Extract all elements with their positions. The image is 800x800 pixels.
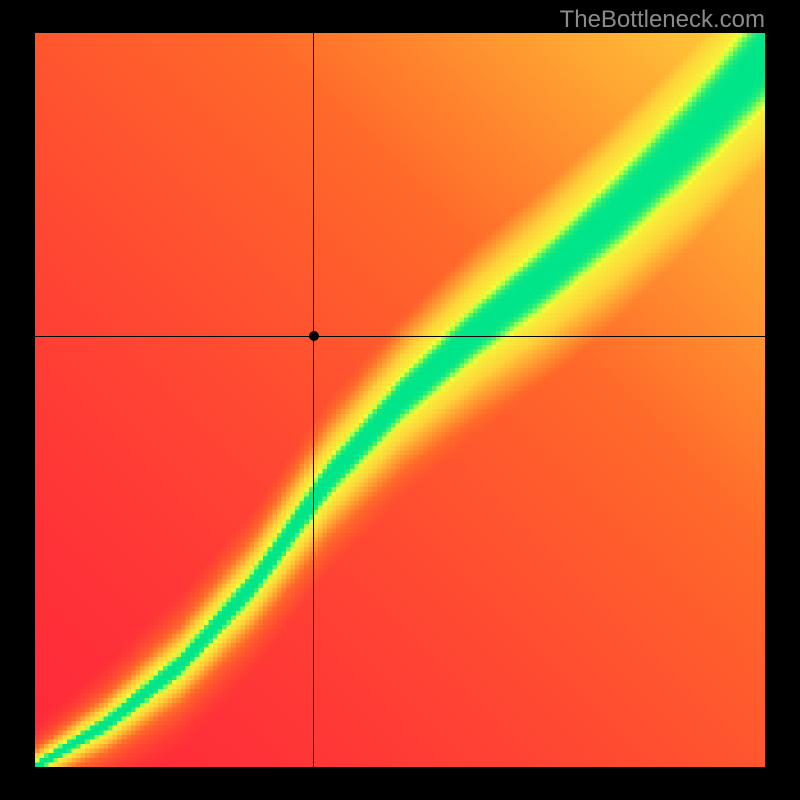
crosshair-vertical-line [313, 33, 314, 767]
watermark-text: TheBottleneck.com [560, 6, 765, 34]
bottleneck-heatmap [35, 33, 765, 767]
crosshair-horizontal-line [35, 336, 765, 337]
crosshair-marker-dot [309, 331, 319, 341]
